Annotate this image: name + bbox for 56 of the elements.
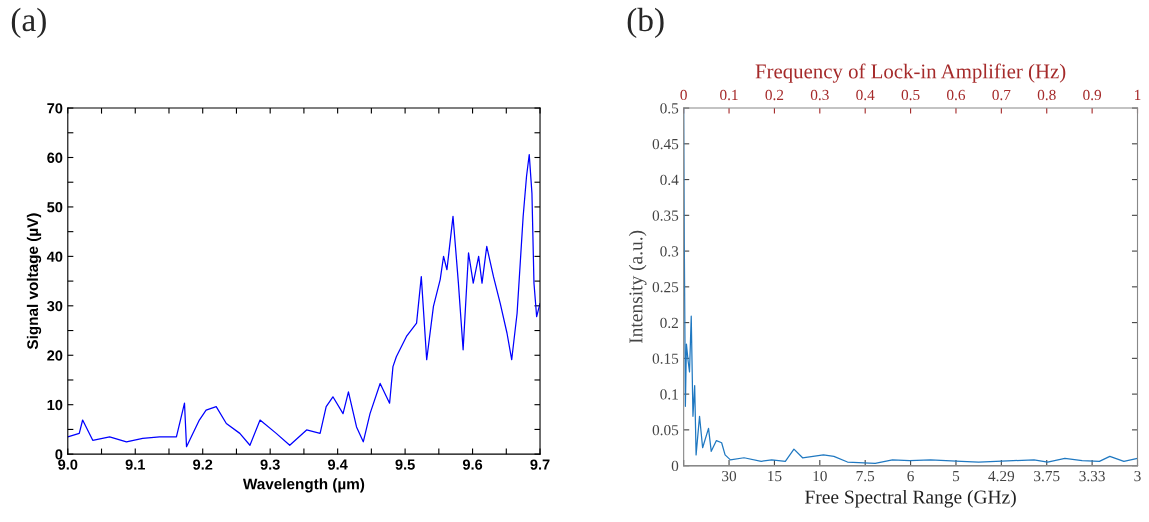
y-tick-label: 10 (47, 399, 63, 411)
x2-tick-label: 0.8 (1037, 89, 1056, 101)
x2-axis-title: Frequency of Lock-in Amplifier (Hz) (755, 63, 1066, 83)
y-tick-label: 70 (47, 103, 63, 114)
y-tick-label: 0.15 (652, 353, 679, 364)
y-tick-label: 0 (671, 460, 679, 472)
x-tick-label: 3 (1134, 470, 1141, 482)
x-axis-title: Wavelength (µm) (242, 478, 365, 493)
x2-tick-label: 0.4 (856, 89, 875, 101)
y-tick-label: 20 (47, 350, 63, 361)
y-tick-label: 0.35 (652, 210, 679, 221)
x2-tick-label: 0.3 (810, 89, 829, 101)
y-tick-label: 40 (46, 251, 63, 262)
x-tick-label: 9.5 (395, 459, 415, 470)
x-axis-title: Free Spectral Range (GHz) (805, 489, 1016, 508)
x-tick-label: 3.33 (1079, 470, 1105, 482)
line-series (67, 153, 541, 448)
x-tick-label: 15 (768, 471, 782, 482)
chart-title: (a) (11, 7, 46, 39)
y-tick-label: 50 (47, 202, 63, 213)
y-tick-label: 0.1 (660, 389, 678, 400)
y-axis-title: Signal voltage (µV) (26, 213, 42, 350)
x2-tick-label: 0.7 (992, 89, 1011, 101)
x2-tick-label: 0.1 (720, 89, 738, 101)
x-tick-label: 9.6 (462, 459, 483, 470)
y-tick-label: 0.4 (660, 174, 679, 186)
x-tick-label: 30 (722, 470, 737, 482)
x-tick-label: 9.0 (58, 459, 78, 470)
y-tick-label: 0.05 (652, 425, 679, 436)
y-tick-label: 0.45 (652, 138, 679, 150)
x2-tick-label: 0 (680, 89, 687, 101)
y-tick-label: 0.5 (660, 103, 679, 114)
x-tick-label: 7.5 (856, 471, 875, 482)
y-tick-label: 0.3 (660, 246, 679, 257)
x-tick-label: 3.75 (1034, 470, 1060, 482)
x2-tick-label: 0.5 (901, 89, 920, 101)
x2-tick-label: 1 (1135, 89, 1141, 100)
y-tick-label: 0 (55, 449, 63, 460)
x-tick-label: 9.2 (193, 459, 213, 470)
x-tick-label: 9.3 (260, 459, 280, 470)
x2-tick-label: 0.6 (947, 89, 966, 101)
chart-title: (b) (627, 7, 664, 39)
y-axis-title: Intensity (a.u.) (628, 230, 647, 344)
x-tick-label: 9.7 (530, 459, 550, 470)
x-tick-label: 10 (813, 470, 827, 482)
x-tick-label: 9.4 (328, 459, 348, 470)
x-tick-label: 4.29 (988, 470, 1015, 482)
y-tick-label: 0.2 (660, 317, 678, 329)
x2-tick-label: 0.9 (1083, 89, 1102, 101)
x-tick-label: 9.1 (125, 459, 145, 470)
y-tick-label: 0.25 (652, 281, 679, 293)
x-tick-label: 6 (907, 470, 914, 482)
y-tick-label: 30 (47, 300, 63, 312)
x-tick-label: 5 (953, 471, 960, 482)
x2-tick-label: 0.2 (765, 89, 784, 101)
y-tick-label: 60 (47, 152, 63, 163)
